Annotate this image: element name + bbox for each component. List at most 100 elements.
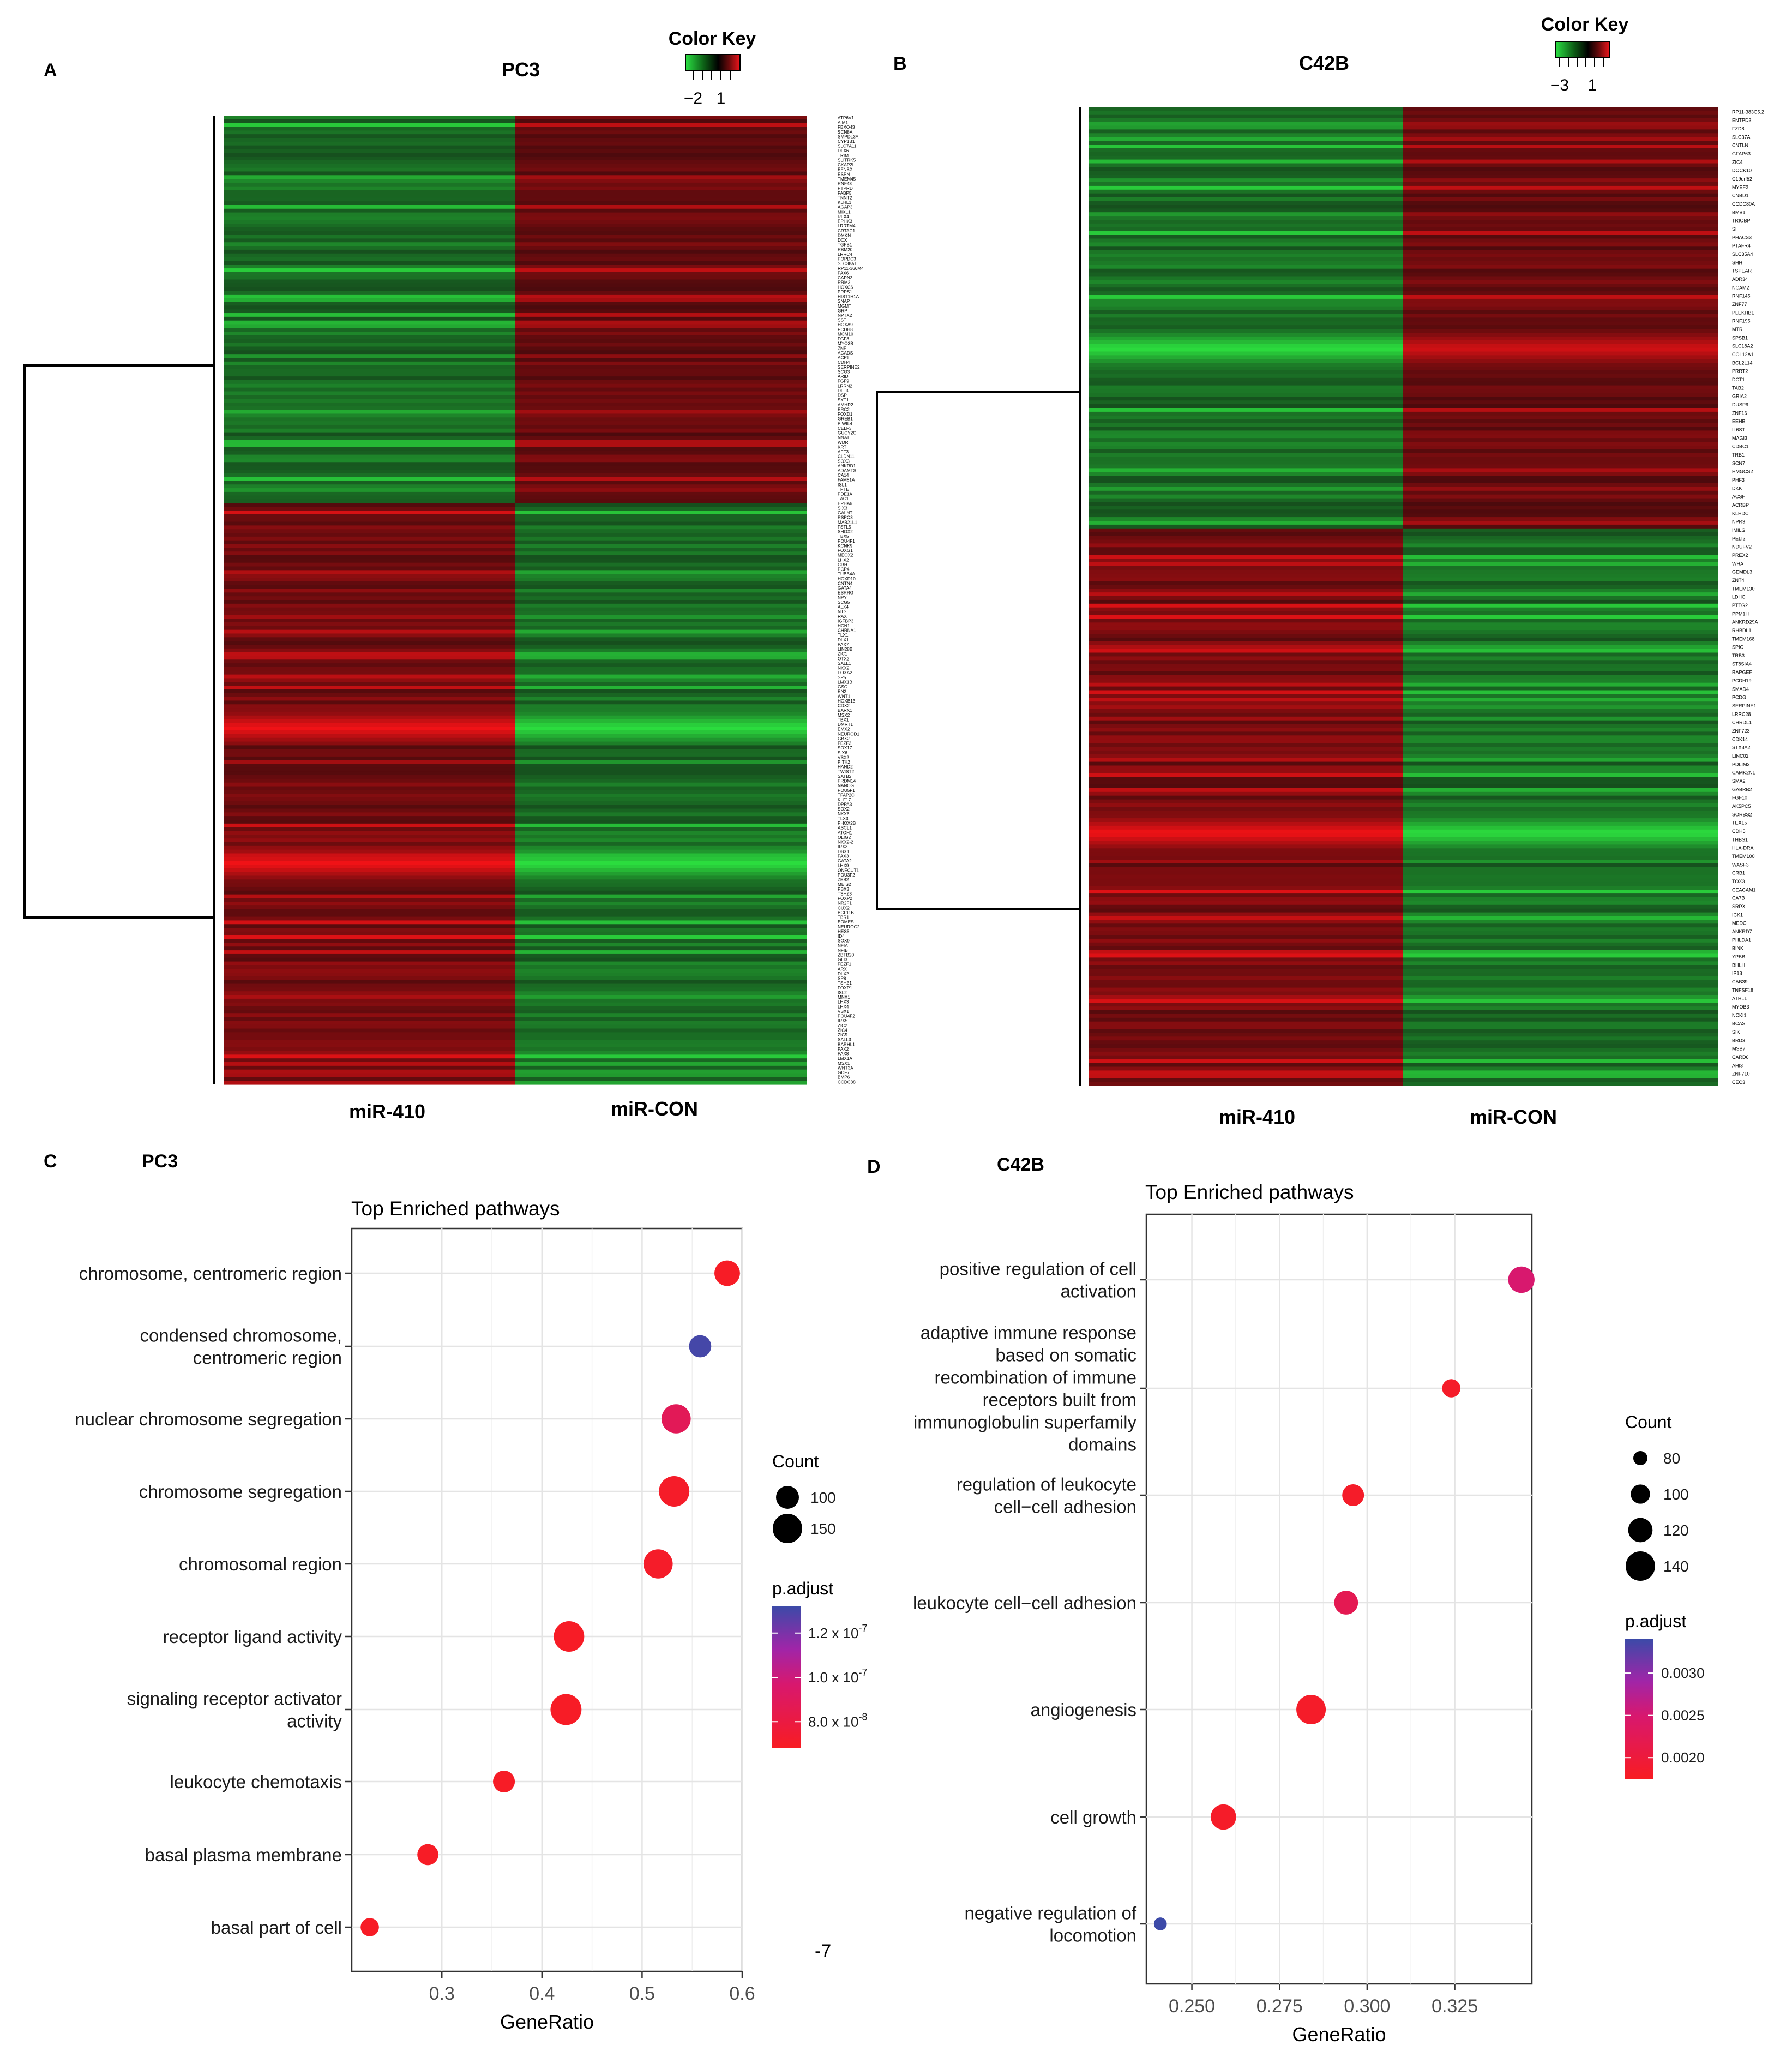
- heatmap-cell: [515, 380, 807, 385]
- heatmap-cell: [224, 894, 515, 899]
- heatmap-cell: [1089, 690, 1403, 694]
- heatmap-cell: [224, 477, 515, 482]
- heatmap-cell: [1403, 927, 1718, 932]
- gene-label: IMILG: [1732, 527, 1746, 533]
- heatmap-cell: [1089, 931, 1403, 935]
- heatmap-cell: [1089, 747, 1403, 751]
- heatmap-cell: [1403, 464, 1718, 469]
- gene-label: MYOB3: [1732, 1004, 1749, 1010]
- heatmap-cell: [1403, 712, 1718, 717]
- heatmap-cell: [1403, 272, 1718, 277]
- color-key-title: Color Key: [1541, 14, 1629, 35]
- heatmap-cell: [1089, 599, 1403, 604]
- heatmap-cell: [224, 607, 515, 612]
- gene-label: EEHB: [1732, 419, 1746, 424]
- heatmap-cell: [515, 242, 807, 247]
- heatmap-cell: [515, 1069, 807, 1074]
- heatmap-cell: [1403, 370, 1718, 375]
- gene-label: SALL1: [838, 661, 851, 666]
- gene-label: SCN7: [1732, 460, 1745, 466]
- x-tick-label: 0.275: [1256, 1996, 1303, 2017]
- gene-label: MAB21L1: [838, 520, 857, 525]
- y-tick-label: domains: [1068, 1435, 1136, 1455]
- heatmap-cell: [1089, 427, 1403, 431]
- heatmap-cell: [1403, 118, 1718, 123]
- gene-label: MEOX2: [838, 553, 853, 558]
- heatmap-cell: [515, 898, 807, 902]
- heatmap-cell: [224, 354, 515, 358]
- dotplot-d: 0.250 0.275 0.300 0.325 GeneRatio positive re…: [913, 1213, 1705, 2046]
- gene-label: TEX15: [1732, 820, 1747, 826]
- gene-label: FGF9: [838, 379, 849, 384]
- heatmap-cell: [1089, 114, 1403, 119]
- heatmap-cell: [1089, 664, 1403, 668]
- heatmap-cell: [224, 637, 515, 641]
- data-point: [659, 1476, 690, 1507]
- heatmap-cell: [224, 428, 515, 433]
- heatmap-cell: [1089, 178, 1403, 183]
- heatmap-cell: [1403, 182, 1718, 187]
- heatmap-cell: [515, 689, 807, 694]
- heatmap-cell: [1089, 649, 1403, 653]
- heatmap-cell: [1089, 577, 1403, 581]
- gene-label: ZNF16: [1732, 410, 1747, 416]
- gene-label: DLX2: [838, 971, 849, 976]
- gene-label: SOX3: [838, 459, 850, 464]
- heatmap-cell: [224, 540, 515, 545]
- heatmap-cell: [515, 737, 807, 742]
- heatmap-cell: [515, 525, 807, 530]
- heatmap-cell: [515, 741, 807, 746]
- heatmap-cell: [515, 551, 807, 556]
- heatmap-cell: [515, 697, 807, 701]
- heatmap-cell: [224, 208, 515, 213]
- heatmap-cell: [515, 283, 807, 287]
- heatmap-cell: [515, 767, 807, 772]
- heatmap-cell: [515, 361, 807, 366]
- heatmap-cell: [224, 287, 515, 291]
- heatmap-cell: [1089, 562, 1403, 567]
- heatmap-cell: [1403, 197, 1718, 202]
- heatmap-cell: [515, 764, 807, 768]
- heatmap-cell: [1403, 189, 1718, 194]
- heatmap-cell: [1403, 807, 1718, 811]
- heatmap-cell: [515, 835, 807, 839]
- heatmap-cell: [1403, 107, 1718, 111]
- heatmap-cell: [1403, 1006, 1718, 1011]
- heatmap-cell: [515, 544, 807, 548]
- gene-label: VSX2: [838, 755, 849, 760]
- heatmap-cell: [224, 629, 515, 634]
- gene-label: RHBDL1: [1732, 628, 1752, 633]
- heatmap-cell: [515, 287, 807, 291]
- heatmap-cell: [515, 413, 807, 418]
- gene-label: PRDM14: [838, 779, 856, 784]
- heatmap-cell: [1403, 965, 1718, 969]
- heatmap-cell: [515, 533, 807, 537]
- heatmap-cell: [1403, 265, 1718, 269]
- heatmap-cell: [224, 134, 515, 139]
- heatmap-cell: [224, 719, 515, 724]
- heatmap-cell: [224, 931, 515, 936]
- heatmap-cell: [224, 395, 515, 399]
- heatmap-cell: [224, 905, 515, 910]
- heatmap-cell: [515, 778, 807, 783]
- gene-label: LRRN2: [838, 383, 852, 388]
- y-tick-label: signaling receptor activator: [127, 1689, 342, 1709]
- heatmap-cell: [224, 909, 515, 914]
- heatmap-cell: [515, 279, 807, 284]
- heatmap-cell: [515, 615, 807, 619]
- heatmap-cell: [1089, 671, 1403, 676]
- gene-label: DOCK10: [1732, 168, 1752, 173]
- heatmap-cell: [1089, 430, 1403, 435]
- heatmap-cell: [515, 603, 807, 608]
- heatmap-cell: [1089, 460, 1403, 465]
- heatmap-cell: [1089, 844, 1403, 849]
- heatmap-cell: [224, 551, 515, 556]
- heatmap-cell: [1089, 397, 1403, 401]
- heatmap-cell: [1089, 927, 1403, 932]
- legend-size-label: 150: [810, 1520, 836, 1537]
- heatmap-cell: [224, 928, 515, 932]
- heatmap-cell: [1089, 833, 1403, 838]
- heatmap-cell: [515, 298, 807, 303]
- heatmap-cell: [224, 749, 515, 753]
